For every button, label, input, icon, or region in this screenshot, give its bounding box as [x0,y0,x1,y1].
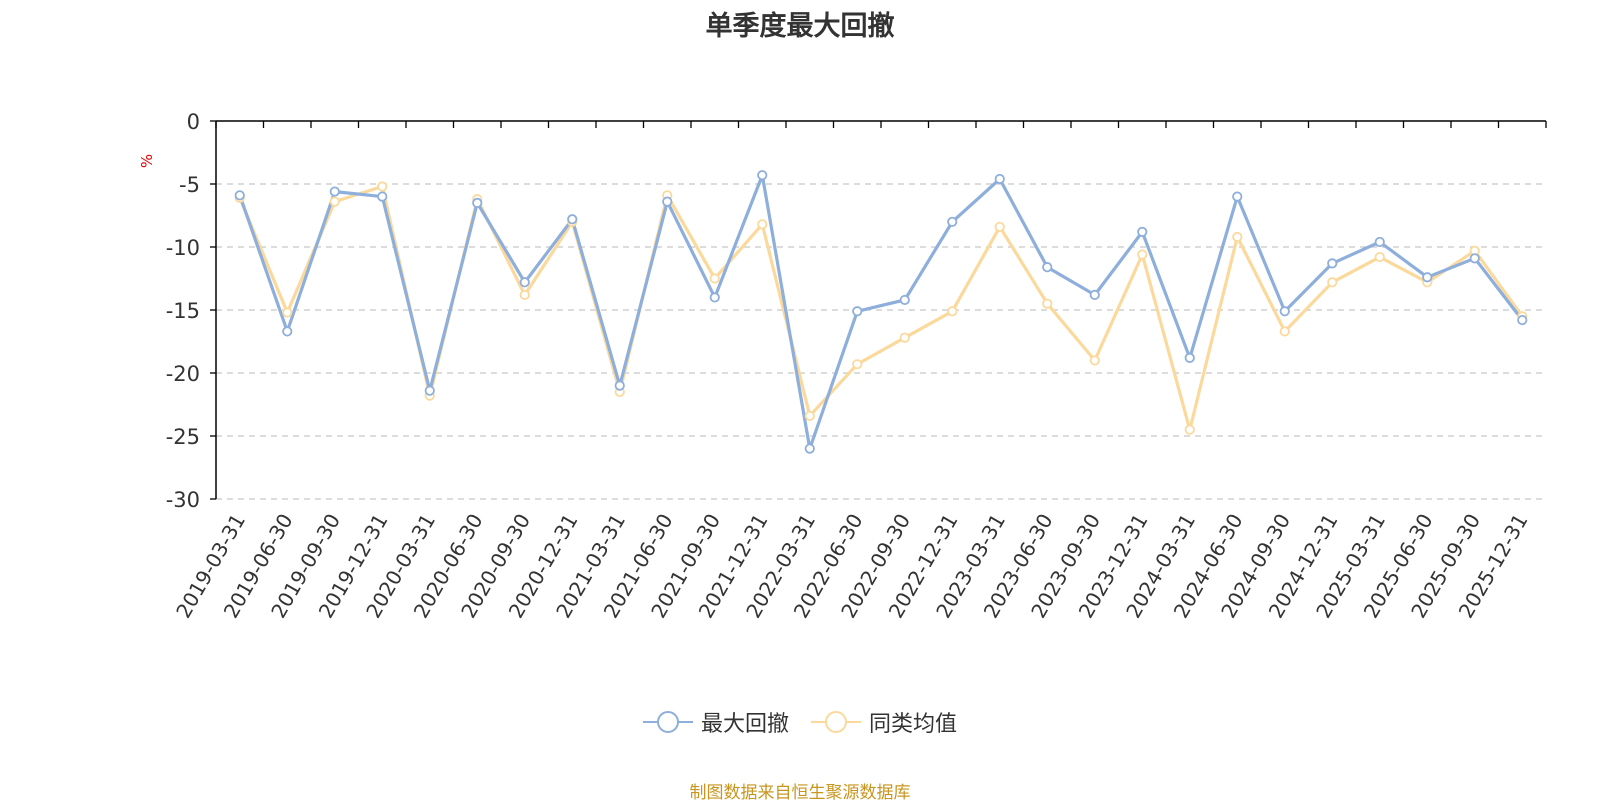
series-2-point-23 [1327,277,1338,288]
series-2-point-6 [519,289,530,300]
series-2-point-17 [1042,298,1053,309]
legend-series2-label: 同类均值 [869,712,958,737]
series-1-point-18 [1089,289,1100,300]
series-1-point-16 [994,173,1005,185]
series-2-point-12 [804,410,815,421]
y-tick-label-2: -10 [166,236,200,260]
series-1-point-21 [1232,191,1243,202]
series-1-point-24 [1374,236,1385,248]
legend-series1-label: 最大回撤 [700,712,789,737]
y-tick-label-3: -15 [166,299,200,323]
series-2-point-10 [709,273,720,284]
line-chart: 0-5-10-15-20-25-302019-03-312019-06-3020… [166,110,1547,622]
series-2-point-1 [282,307,293,318]
series-1-point-10 [709,292,720,303]
series-2-point-22 [1279,326,1290,337]
y-tick-label-6: -30 [166,488,200,512]
series-1-point-27 [1517,314,1528,326]
series-1-point-3 [377,191,388,202]
series-1-point-25 [1422,272,1433,283]
series-1-point-9 [662,196,673,207]
series-2-point-11 [757,219,768,230]
series-1-point-2 [329,186,340,197]
series-1-point-1 [282,326,293,337]
series-1-point-19 [1137,226,1148,237]
series-1-point-26 [1469,253,1480,264]
series-1-point-20 [1184,352,1195,363]
legend-series2-line-icon [811,711,861,733]
series-line-1 [238,173,1524,451]
series-1-point-4 [424,385,435,396]
legend-item-series1[interactable]: 最大回撤 [642,706,789,738]
series-2-point-14 [899,332,910,343]
series-1-point-12 [804,443,815,454]
series-1-point-22 [1279,306,1290,317]
series-1-point-23 [1327,258,1338,269]
chart-title: 单季度最大回撤 [705,11,895,42]
series-1-point-6 [519,277,530,288]
series-2-point-21 [1232,231,1243,243]
series-2-point-18 [1089,355,1100,366]
legend: 最大回撤 同类均值 [0,706,1600,738]
y-tick-label-5: -25 [166,425,200,449]
data-source-note: 制图数据来自恒生聚源数据库 [689,783,911,803]
series-1-point-0 [234,190,245,201]
y-tick-label-0: 0 [187,110,200,134]
legend-series1-line-icon [642,711,693,733]
series-2-point-16 [994,221,1005,232]
series-1-point-17 [1042,262,1053,273]
series-2-point-20 [1184,424,1195,435]
series-2-point-15 [947,306,958,317]
series-1-point-7 [567,214,578,225]
series-2-point-3 [377,181,388,192]
series-2-point-19 [1137,249,1148,260]
series-1-point-14 [899,294,910,306]
series-1-point-13 [852,306,863,317]
series-1-point-11 [757,170,768,181]
series-2-point-2 [329,196,340,207]
series-1-point-5 [472,197,483,208]
series-2-point-24 [1374,251,1385,263]
y-tick-label-4: -20 [166,362,200,386]
y-tick-label-1: -5 [179,173,200,197]
series-1-point-8 [614,380,625,391]
series-2-point-13 [852,359,863,370]
series-1-point-15 [947,216,958,227]
legend-item-series2[interactable]: 同类均值 [811,706,957,738]
